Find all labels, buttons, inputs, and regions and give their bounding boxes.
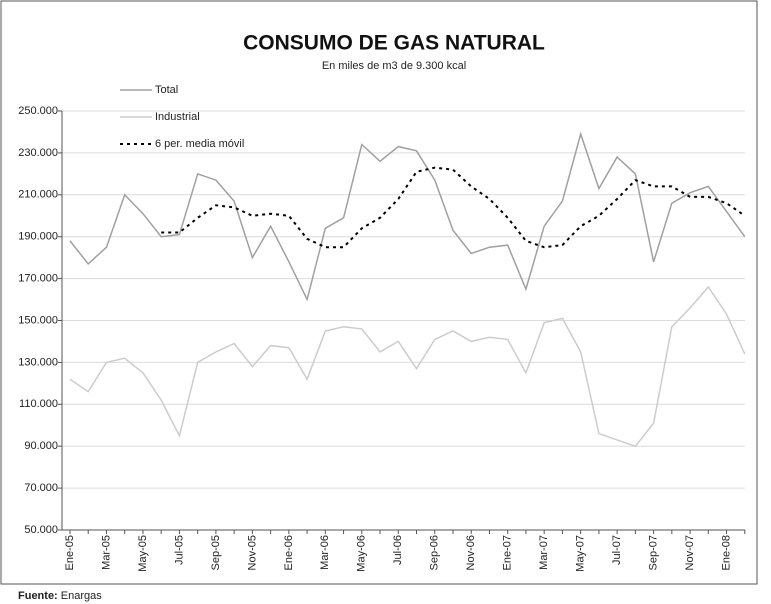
x-tick-label: Sep-05 bbox=[210, 535, 222, 570]
source-label: Fuente: bbox=[18, 590, 58, 602]
x-tick-label: Mar-05 bbox=[100, 535, 112, 570]
x-tick-label: Mar-07 bbox=[538, 535, 550, 570]
x-tick-label: Ene-08 bbox=[720, 535, 732, 570]
x-tick-label: Ene-05 bbox=[64, 535, 76, 570]
y-tick-label: 70.000 bbox=[24, 482, 58, 494]
y-tick-label: 190.000 bbox=[18, 231, 58, 243]
y-tick-label: 250.000 bbox=[18, 105, 58, 117]
x-tick-label: Nov-07 bbox=[684, 535, 696, 570]
legend-label: Industrial bbox=[155, 111, 200, 123]
series-line bbox=[161, 166, 746, 249]
x-tick-label: Jul-07 bbox=[611, 535, 623, 565]
x-tick-label: Ene-07 bbox=[502, 535, 514, 570]
x-tick-label: May-05 bbox=[137, 535, 149, 572]
y-tick-label: 130.000 bbox=[18, 356, 58, 368]
x-tick-label: May-07 bbox=[575, 535, 587, 572]
source: Fuente: Enargas bbox=[18, 590, 102, 602]
chart-subtitle: En miles de m3 de 9.300 kcal bbox=[322, 60, 466, 72]
x-tick-label: Jul-05 bbox=[173, 535, 185, 565]
x-tick-label: Nov-06 bbox=[465, 535, 477, 570]
y-tick-label: 50.000 bbox=[24, 524, 58, 536]
x-tick-label: May-06 bbox=[356, 535, 368, 572]
x-tick-label: Nov-05 bbox=[246, 535, 258, 570]
chart-frame bbox=[0, 0, 758, 585]
x-tick-label: Sep-07 bbox=[648, 535, 660, 570]
y-tick-label: 210.000 bbox=[18, 189, 58, 201]
y-tick-label: 230.000 bbox=[18, 147, 58, 159]
y-tick-label: 110.000 bbox=[19, 398, 58, 410]
x-tick-label: Sep-06 bbox=[429, 535, 441, 570]
x-tick-label: Ene-06 bbox=[283, 535, 295, 570]
x-tick-label: Jul-06 bbox=[392, 535, 404, 565]
y-tick-label: 170.000 bbox=[18, 273, 58, 285]
legend-label: 6 per. media móvil bbox=[155, 138, 244, 150]
x-tick-label: Mar-06 bbox=[319, 535, 331, 570]
source-text: Enargas bbox=[61, 590, 102, 602]
y-tick-label: 150.000 bbox=[18, 314, 58, 326]
legend-label: Total bbox=[155, 84, 178, 96]
chart-title: CONSUMO DE GAS NATURAL bbox=[243, 32, 545, 55]
y-tick-label: 90.000 bbox=[24, 440, 58, 452]
series-line bbox=[69, 285, 746, 448]
series-line bbox=[69, 131, 746, 302]
